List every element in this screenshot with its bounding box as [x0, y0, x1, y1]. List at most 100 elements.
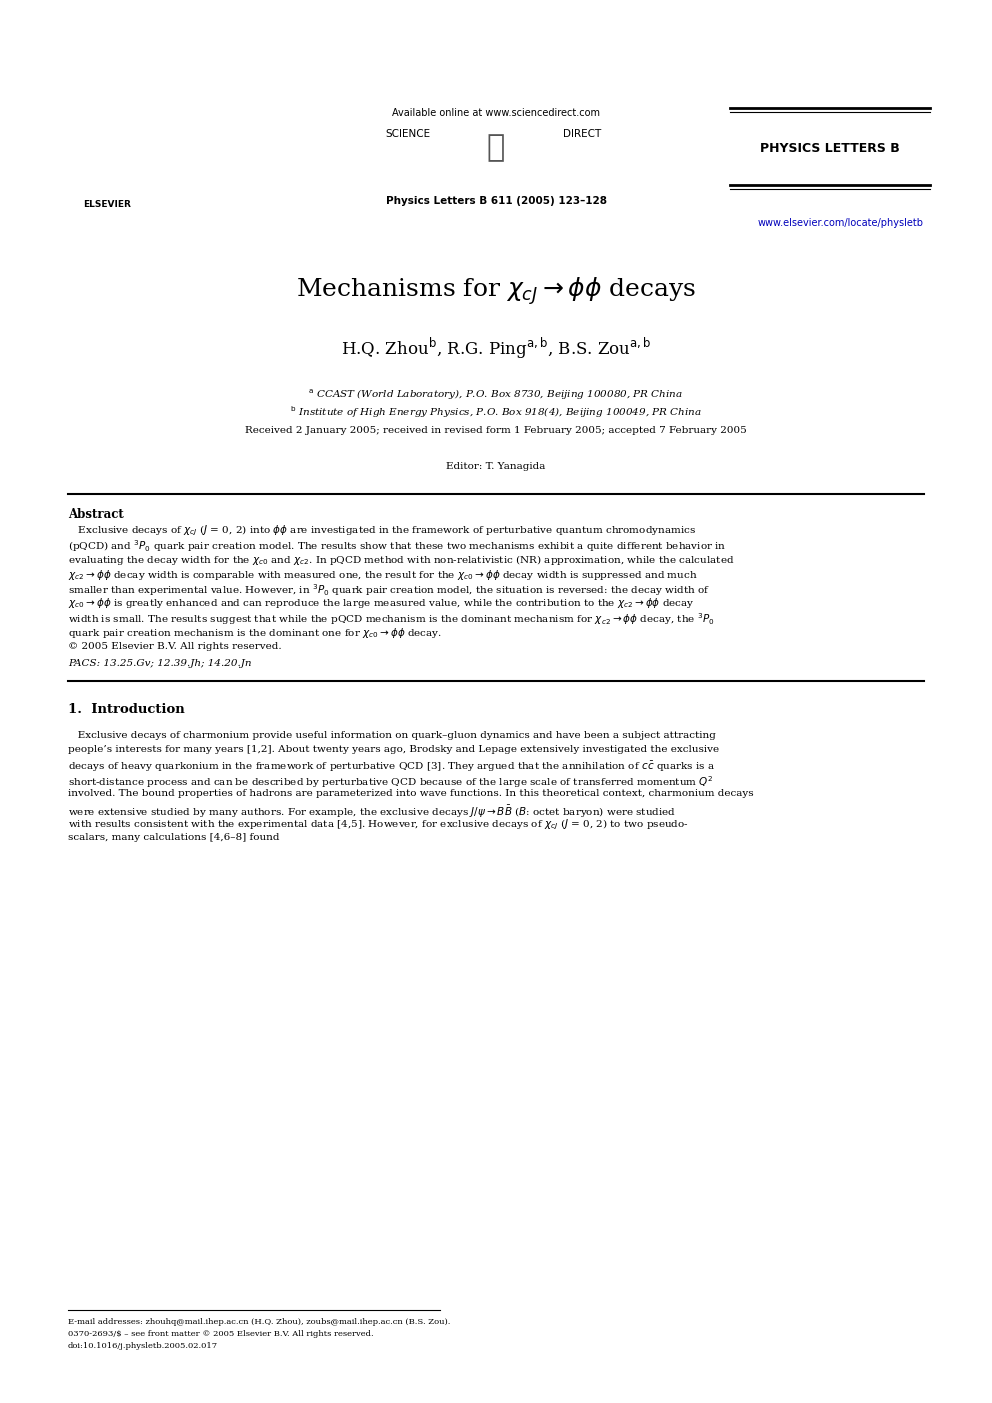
Point: [135, 164, 151, 187]
Point: [113, 115, 129, 137]
Point: [62, 125, 77, 147]
Point: [97, 109, 113, 132]
Point: [134, 178, 150, 201]
Point: [103, 115, 119, 137]
Point: [112, 174, 128, 196]
Point: [138, 129, 154, 152]
Point: [59, 150, 74, 173]
Point: [99, 119, 115, 142]
Point: [71, 105, 87, 128]
Point: [104, 161, 120, 184]
Point: [95, 104, 111, 126]
Point: [93, 173, 109, 195]
Point: [75, 150, 91, 173]
Point: [123, 105, 139, 128]
Text: smaller than experimental value. However, in $^{3}P_{0}$ quark pair creation mod: smaller than experimental value. However…: [68, 582, 710, 598]
Point: [115, 112, 131, 135]
Point: [80, 166, 96, 188]
Point: [136, 142, 152, 164]
Point: [70, 101, 86, 123]
Point: [69, 170, 85, 192]
Point: [62, 146, 78, 168]
Point: [85, 125, 101, 147]
Text: doi:10.1016/j.physletb.2005.02.017: doi:10.1016/j.physletb.2005.02.017: [68, 1343, 218, 1350]
Point: [67, 154, 83, 177]
Point: [87, 109, 103, 132]
Point: [62, 123, 78, 146]
Point: [101, 102, 117, 125]
Point: [86, 153, 102, 175]
Point: [140, 109, 156, 132]
Point: [136, 159, 152, 181]
Point: [59, 132, 74, 154]
Point: [121, 114, 137, 136]
Point: [96, 135, 112, 157]
Point: [126, 105, 142, 128]
Point: [116, 174, 132, 196]
Text: 0370-2693/$ – see front matter © 2005 Elsevier B.V. All rights reserved.: 0370-2693/$ – see front matter © 2005 El…: [68, 1330, 374, 1338]
Point: [98, 152, 114, 174]
Point: [101, 125, 117, 147]
Point: [110, 116, 126, 139]
Point: [57, 173, 72, 195]
Point: [64, 164, 80, 187]
Point: [142, 145, 158, 167]
Point: [139, 145, 155, 167]
Point: [116, 177, 132, 199]
Point: [101, 142, 117, 164]
Point: [79, 146, 95, 168]
Text: H.Q. Zhou$^{\mathrm{b}}$, R.G. Ping$^{\mathrm{a,b}}$, B.S. Zou$^{\mathrm{a,b}}$: H.Q. Zhou$^{\mathrm{b}}$, R.G. Ping$^{\m…: [340, 335, 652, 361]
Point: [136, 170, 152, 192]
Point: [96, 126, 112, 149]
Point: [57, 111, 72, 133]
Point: [135, 168, 151, 191]
Text: involved. The bound properties of hadrons are parameterized into wave functions.: involved. The bound properties of hadron…: [68, 788, 754, 798]
Point: [59, 121, 74, 143]
Text: Exclusive decays of $\chi_{cJ}$ ($J$ = 0, 2) into $\phi\phi$ are investigated in: Exclusive decays of $\chi_{cJ}$ ($J$ = 0…: [68, 523, 696, 539]
Point: [114, 170, 130, 192]
Point: [64, 104, 80, 126]
Point: [107, 114, 123, 136]
Point: [121, 143, 137, 166]
Point: [109, 160, 125, 182]
Point: [68, 174, 84, 196]
Point: [80, 115, 96, 137]
Point: [67, 132, 83, 154]
Point: [100, 168, 116, 191]
Point: [63, 105, 79, 128]
Point: [63, 173, 79, 195]
Point: [85, 150, 101, 173]
Point: [142, 139, 158, 161]
Point: [115, 161, 131, 184]
Point: [89, 150, 105, 173]
Point: [60, 129, 75, 152]
Point: [121, 137, 137, 160]
Point: [115, 157, 131, 180]
Point: [125, 114, 141, 136]
Point: [107, 108, 123, 130]
Point: [138, 145, 154, 167]
Point: [103, 109, 119, 132]
Point: [83, 152, 99, 174]
Point: [88, 153, 104, 175]
Point: [60, 175, 75, 198]
Point: [107, 171, 123, 194]
Point: [76, 104, 92, 126]
Point: [85, 137, 101, 160]
Point: [136, 171, 152, 194]
Point: [103, 100, 119, 122]
Point: [138, 136, 154, 159]
Point: [113, 107, 129, 129]
Point: [104, 160, 120, 182]
Point: [129, 161, 145, 184]
Point: [89, 121, 105, 143]
Point: [70, 166, 86, 188]
Point: [78, 170, 94, 192]
Point: [105, 178, 121, 201]
Point: [111, 115, 127, 137]
Point: [92, 166, 108, 188]
Point: [120, 147, 136, 170]
Point: [87, 147, 103, 170]
Point: [128, 129, 144, 152]
Point: [80, 105, 96, 128]
